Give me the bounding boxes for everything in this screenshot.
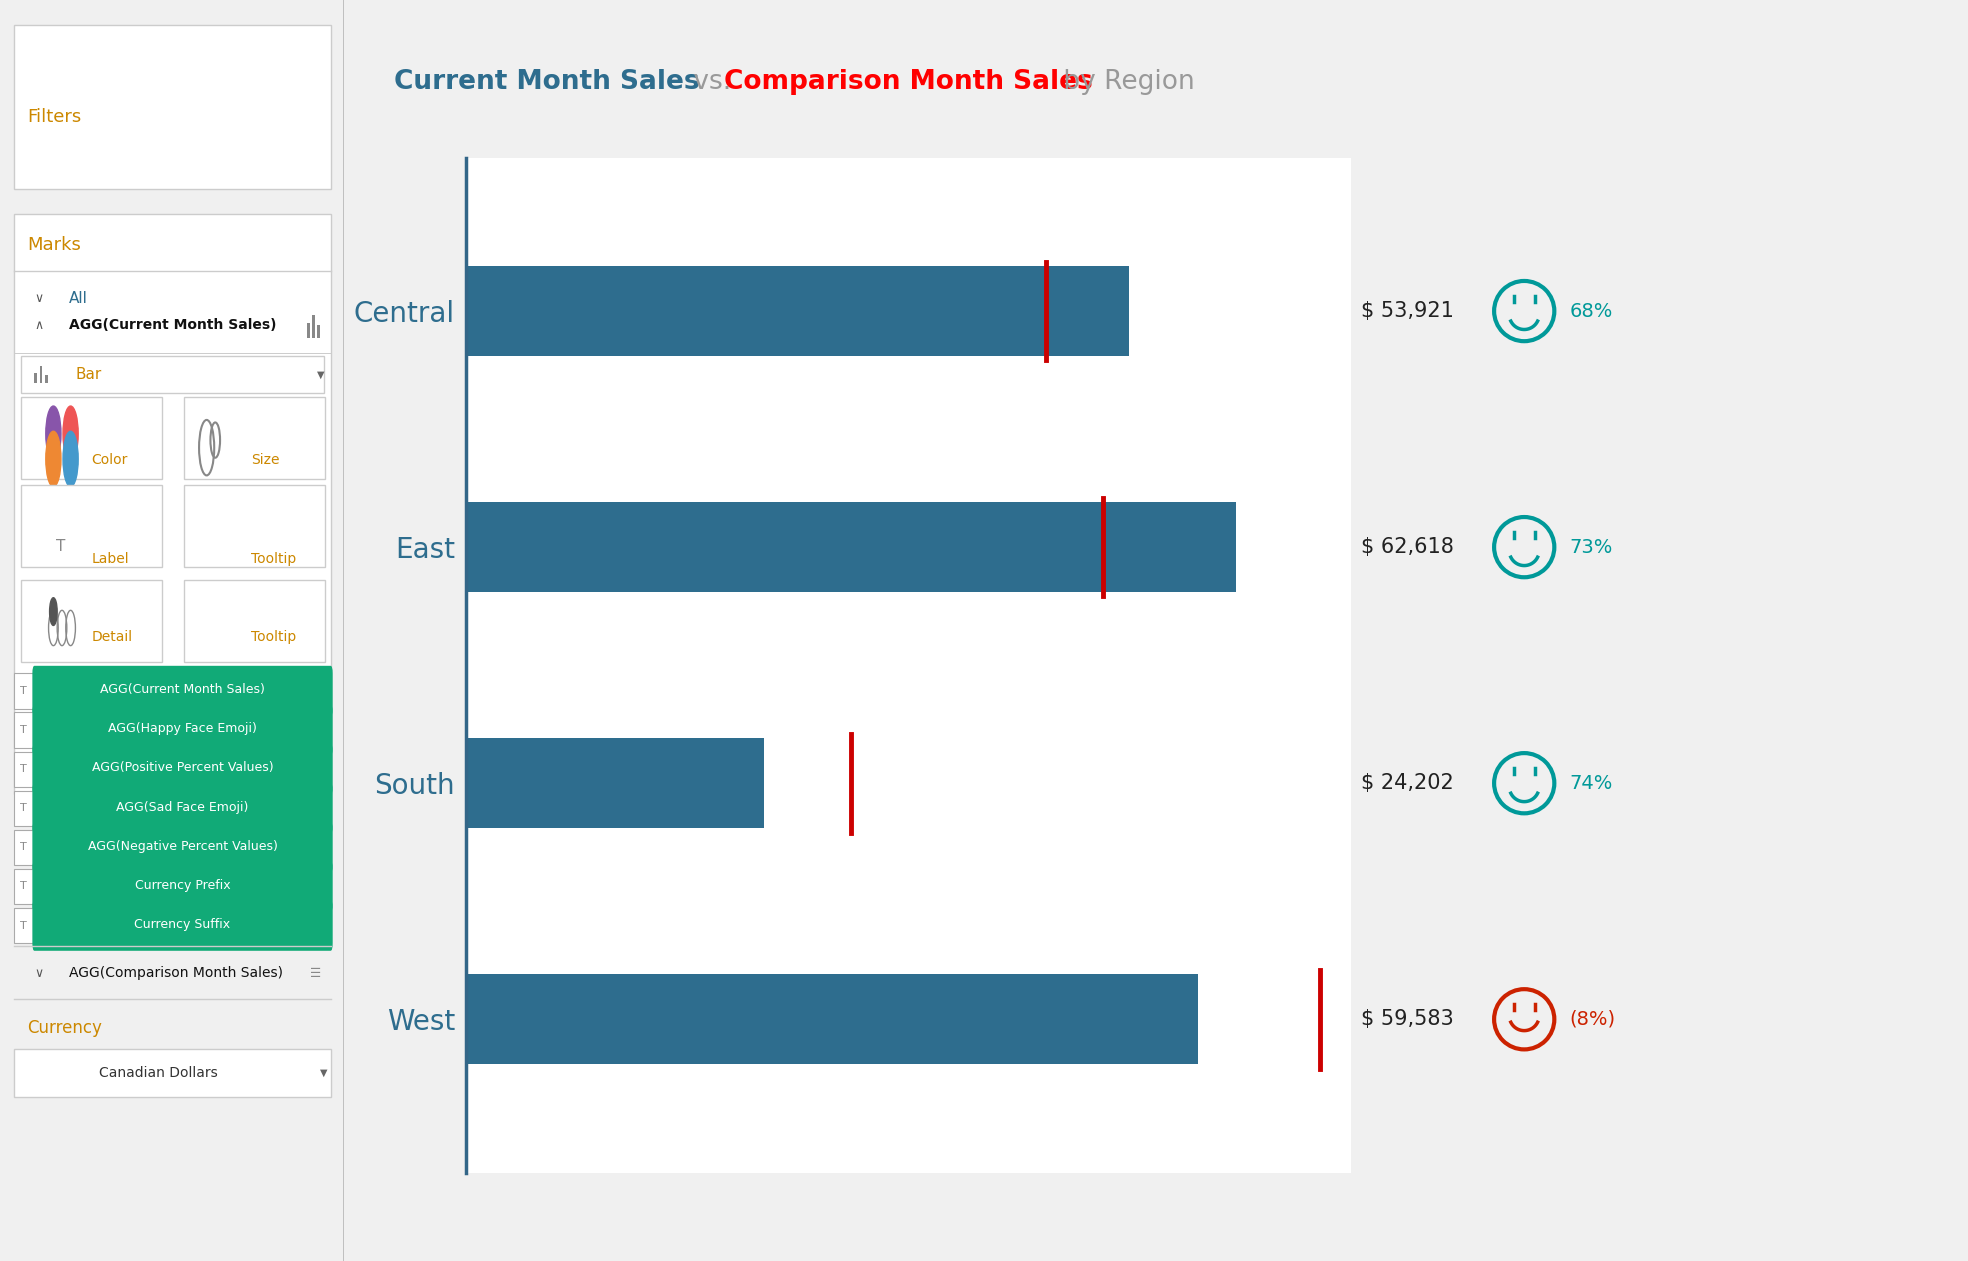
Text: Canadian Dollars: Canadian Dollars	[98, 1066, 218, 1081]
Text: Current Month Sales: Current Month Sales	[394, 69, 699, 95]
FancyBboxPatch shape	[31, 705, 333, 755]
Text: Currency Prefix: Currency Prefix	[134, 879, 230, 892]
FancyBboxPatch shape	[14, 214, 331, 794]
Text: $ 24,202: $ 24,202	[1362, 773, 1454, 793]
Text: Bar: Bar	[77, 367, 102, 382]
FancyBboxPatch shape	[14, 673, 33, 709]
Text: 73%: 73%	[1570, 537, 1614, 556]
Circle shape	[49, 598, 57, 625]
FancyBboxPatch shape	[185, 397, 325, 479]
Text: Color: Color	[91, 453, 128, 468]
FancyBboxPatch shape	[14, 1049, 331, 1097]
FancyBboxPatch shape	[20, 485, 161, 567]
FancyBboxPatch shape	[39, 366, 43, 383]
Text: T: T	[20, 686, 26, 696]
Text: Currency: Currency	[28, 1019, 102, 1037]
Text: Marks: Marks	[28, 236, 81, 253]
FancyBboxPatch shape	[45, 375, 47, 383]
Text: AGG(Current Month Sales): AGG(Current Month Sales)	[100, 683, 266, 696]
FancyBboxPatch shape	[14, 791, 33, 826]
Text: $ 53,921: $ 53,921	[1362, 301, 1454, 322]
FancyBboxPatch shape	[185, 580, 325, 662]
Text: ▼: ▼	[317, 369, 325, 380]
Text: T: T	[20, 881, 26, 892]
Bar	[466, 739, 764, 828]
Text: vs.: vs.	[685, 69, 740, 95]
FancyBboxPatch shape	[14, 712, 33, 748]
Circle shape	[45, 406, 61, 462]
FancyBboxPatch shape	[31, 900, 333, 951]
Text: T: T	[20, 764, 26, 774]
Text: ∨: ∨	[35, 293, 43, 305]
Text: 74%: 74%	[1570, 774, 1614, 793]
Text: AGG(Sad Face Emoji): AGG(Sad Face Emoji)	[116, 801, 248, 813]
Text: T: T	[20, 803, 26, 813]
FancyBboxPatch shape	[20, 580, 161, 662]
FancyBboxPatch shape	[31, 666, 333, 716]
Text: Tooltip: Tooltip	[252, 551, 297, 566]
FancyBboxPatch shape	[35, 373, 37, 383]
Text: Currency Suffix: Currency Suffix	[134, 918, 230, 931]
FancyBboxPatch shape	[14, 25, 331, 189]
Circle shape	[63, 406, 79, 462]
FancyBboxPatch shape	[20, 356, 323, 393]
Text: ∨: ∨	[35, 967, 43, 980]
Text: All: All	[69, 291, 89, 306]
FancyBboxPatch shape	[31, 822, 333, 873]
FancyBboxPatch shape	[31, 744, 333, 794]
Text: T: T	[20, 921, 26, 931]
FancyBboxPatch shape	[31, 861, 333, 912]
Text: AGG(Current Month Sales): AGG(Current Month Sales)	[69, 318, 276, 333]
Text: AGG(Negative Percent Values): AGG(Negative Percent Values)	[89, 840, 277, 852]
Text: 68%: 68%	[1570, 301, 1614, 320]
FancyBboxPatch shape	[185, 485, 325, 567]
Text: $ 59,583: $ 59,583	[1362, 1009, 1454, 1029]
FancyBboxPatch shape	[14, 752, 33, 787]
Circle shape	[45, 431, 61, 487]
FancyBboxPatch shape	[307, 323, 311, 338]
Text: ∧: ∧	[35, 319, 43, 332]
Text: AGG(Happy Face Emoji): AGG(Happy Face Emoji)	[108, 723, 258, 735]
Text: AGG(Comparison Month Sales): AGG(Comparison Month Sales)	[69, 966, 283, 981]
FancyBboxPatch shape	[14, 869, 33, 904]
FancyBboxPatch shape	[20, 397, 161, 479]
Text: Tooltip: Tooltip	[252, 629, 297, 644]
FancyBboxPatch shape	[317, 325, 321, 338]
FancyBboxPatch shape	[31, 783, 333, 834]
Bar	[466, 502, 1236, 591]
Text: Filters: Filters	[28, 108, 83, 126]
Text: AGG(Positive Percent Values): AGG(Positive Percent Values)	[92, 762, 274, 774]
Text: ☰: ☰	[311, 967, 321, 980]
Text: Detail: Detail	[91, 629, 132, 644]
Text: T: T	[20, 725, 26, 735]
FancyBboxPatch shape	[14, 830, 33, 865]
FancyBboxPatch shape	[311, 315, 315, 338]
Text: T: T	[55, 538, 65, 554]
Text: Comparison Month Sales: Comparison Month Sales	[724, 69, 1092, 95]
Bar	[466, 266, 1130, 356]
Bar	[466, 975, 1199, 1064]
Text: $ 62,618: $ 62,618	[1362, 537, 1454, 557]
Circle shape	[63, 431, 79, 487]
Text: Size: Size	[252, 453, 279, 468]
FancyBboxPatch shape	[14, 908, 33, 943]
Text: T: T	[20, 842, 26, 852]
Text: (8%): (8%)	[1570, 1010, 1616, 1029]
Text: by Region: by Region	[1055, 69, 1195, 95]
Text: Label: Label	[91, 551, 128, 566]
Text: ▼: ▼	[321, 1068, 329, 1078]
